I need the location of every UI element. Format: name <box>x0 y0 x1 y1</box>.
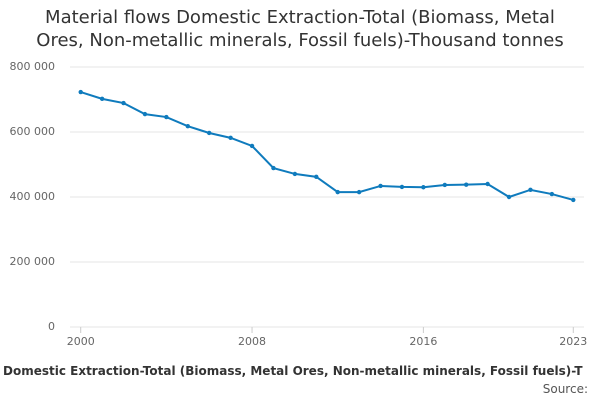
point <box>442 182 447 188</box>
y-tick-label: 600 000 <box>10 125 56 138</box>
point <box>399 184 405 190</box>
point <box>464 182 469 187</box>
point <box>207 130 212 136</box>
chart-title: Material flows Domestic Extraction-Total… <box>36 7 564 51</box>
point <box>314 174 319 180</box>
x-tick-label: 2000 <box>67 335 95 348</box>
point <box>485 181 490 187</box>
point <box>228 135 233 141</box>
point <box>335 189 340 195</box>
y-tick-label: 200 000 <box>10 255 56 268</box>
point <box>164 114 169 120</box>
point <box>78 89 83 95</box>
point <box>121 100 126 106</box>
y-tick-label: 0 <box>48 320 55 333</box>
point <box>528 187 533 193</box>
point <box>378 183 383 189</box>
point <box>271 165 276 171</box>
x-tick-label: 2016 <box>409 335 437 348</box>
point <box>249 143 255 149</box>
x-tick-label: 2008 <box>238 335 266 348</box>
point <box>292 171 298 177</box>
y-tick-label: 400 000 <box>10 190 56 203</box>
point <box>185 123 190 129</box>
point <box>571 197 576 203</box>
point <box>506 194 512 200</box>
x-axis-label: Domestic Extraction-Total (Biomass, Meta… <box>3 364 583 378</box>
x-tick-label: 2023 <box>559 335 587 348</box>
source: Source: <box>542 382 588 396</box>
point <box>421 185 426 190</box>
point <box>99 96 105 102</box>
point <box>549 191 555 197</box>
point <box>142 111 148 117</box>
point <box>356 189 362 195</box>
y-tick-label: 800 000 <box>10 60 56 73</box>
line <box>80 91 574 201</box>
